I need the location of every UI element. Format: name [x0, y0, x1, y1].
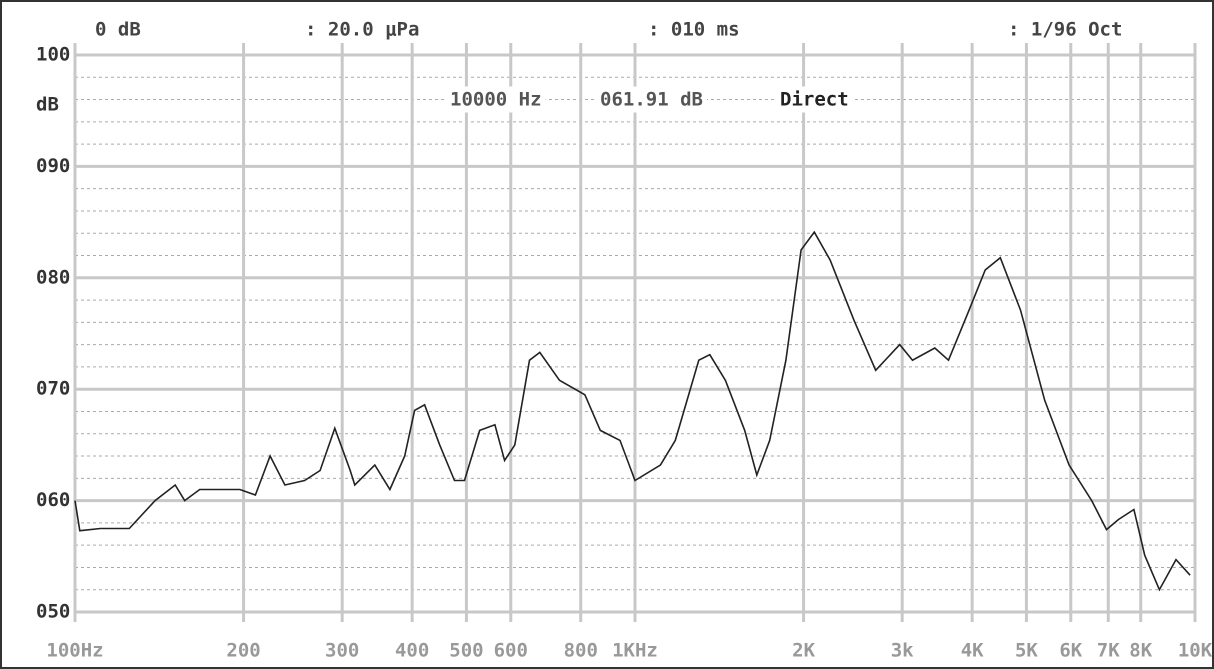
y-tick-label: 070: [36, 378, 70, 400]
x-tick-label: 4K: [961, 640, 984, 662]
x-tick-label: 7K: [1097, 640, 1120, 662]
x-tick-label: 800: [564, 640, 598, 662]
header-text: : 010 ms: [648, 19, 740, 41]
y-tick-label: 100: [36, 44, 70, 66]
annotation-bg: [446, 86, 546, 113]
response-line: [74, 230, 1191, 592]
y-tick-label: 060: [36, 489, 70, 511]
x-tick-label: 1KHz: [612, 640, 658, 662]
header-text: : 1/96 Oct: [1008, 19, 1122, 41]
x-tick-label: 400: [395, 640, 429, 662]
x-tick-label: 3k: [891, 640, 914, 662]
x-tick-label: 8K: [1129, 640, 1152, 662]
y-tick-label: 080: [36, 266, 70, 288]
annotation-bg: [596, 86, 707, 113]
header-text: 0 dB: [95, 19, 141, 41]
annotation: Direct: [780, 89, 849, 111]
x-tick-label: 5K: [1015, 640, 1038, 662]
x-tick-label: 300: [325, 640, 359, 662]
x-tick-label: 2K: [792, 640, 815, 662]
x-tick-label: 200: [226, 640, 260, 662]
y-tick-label: 050: [36, 601, 70, 623]
y-axis-label: dB: [36, 94, 59, 116]
annotation-bg: [776, 86, 853, 113]
x-tick-label: 6K: [1059, 640, 1082, 662]
annotation: 10000 Hz: [450, 89, 542, 111]
x-tick-label: 600: [494, 640, 528, 662]
annotation: 061.91 dB: [600, 89, 703, 111]
y-tick-label: 090: [36, 155, 70, 177]
x-tick-label: 10K: [1178, 640, 1213, 662]
header-text: : 20.0 μPa: [305, 19, 419, 41]
x-tick-label: 100Hz: [46, 640, 103, 662]
x-tick-label: 500: [449, 640, 483, 662]
